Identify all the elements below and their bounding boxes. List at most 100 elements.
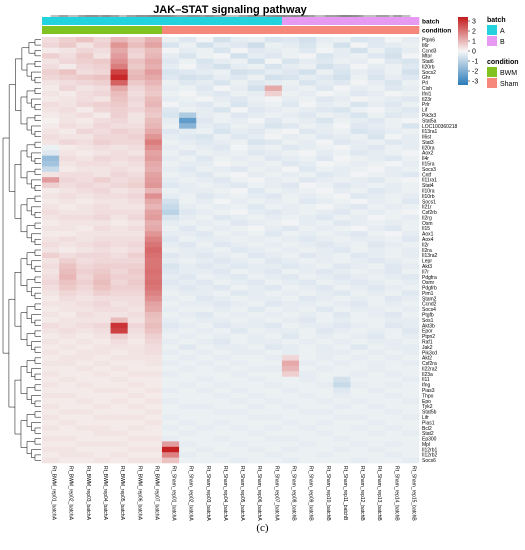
heatmap-cell — [110, 128, 128, 135]
heatmap-cell — [196, 198, 214, 205]
heatmap-cell — [384, 182, 403, 189]
heatmap-cell — [384, 177, 403, 183]
heatmap-cell — [42, 107, 60, 113]
heatmap-cell — [161, 74, 180, 81]
heatmap-cell — [333, 139, 351, 146]
heatmap-cell — [196, 387, 214, 394]
heatmap-cell — [367, 112, 386, 119]
heatmap-cell — [127, 376, 146, 383]
heatmap-cell — [264, 382, 283, 388]
heatmap-cell — [316, 241, 334, 248]
heatmap-cell — [213, 344, 231, 351]
heatmap-cell — [264, 285, 283, 291]
heatmap-cell — [350, 446, 368, 453]
heatmap-cell — [264, 392, 283, 399]
heatmap-cell — [161, 204, 180, 210]
heatmap-cell — [42, 376, 60, 383]
heatmap-cell — [350, 387, 368, 394]
heatmap-cell — [213, 349, 231, 356]
heatmap-cell — [213, 193, 231, 200]
heatmap-cell — [350, 258, 368, 264]
heatmap-cell — [42, 430, 60, 437]
heatmap-cell — [367, 306, 386, 313]
heatmap-cell — [179, 349, 197, 356]
row-label: Socs4 — [422, 307, 436, 313]
heatmap-cell — [333, 150, 351, 156]
heatmap-cell — [161, 193, 180, 200]
heatmap-cell — [144, 279, 163, 286]
heatmap-cell — [213, 107, 231, 113]
dendrogram-branch — [34, 39, 41, 46]
heatmap-cell — [384, 376, 403, 383]
heatmap-cell — [213, 171, 231, 178]
heatmap-cell — [42, 171, 60, 178]
heatmap-cell — [350, 144, 368, 151]
heatmap-cell — [230, 414, 248, 421]
heatmap-cell — [247, 58, 266, 65]
heatmap-cell — [110, 365, 128, 372]
heatmap-cell — [281, 457, 300, 464]
condition-annotation-cell — [144, 26, 163, 34]
heatmap-cell — [59, 42, 77, 49]
heatmap-cell — [384, 312, 403, 318]
heatmap-cell — [93, 301, 111, 307]
heatmap-cell — [299, 387, 317, 394]
heatmap-cell — [247, 198, 266, 205]
heatmap-cell — [367, 285, 386, 291]
heatmap-cell — [316, 161, 334, 167]
heatmap-cell — [384, 58, 403, 65]
heatmap-cell — [76, 328, 94, 334]
heatmap-cell — [196, 123, 214, 129]
heatmap-cell — [230, 333, 248, 340]
dendrogram-branch — [20, 420, 28, 448]
heatmap-cell — [264, 123, 283, 129]
heatmap-cell — [401, 290, 420, 297]
heatmap-cell — [281, 134, 300, 140]
batch-annotation-cell — [93, 17, 111, 25]
heatmap-cell — [333, 96, 351, 103]
heatmap-cell — [59, 182, 77, 189]
heatmap-cell — [384, 328, 403, 334]
heatmap-cell — [42, 263, 60, 270]
heatmap-cell — [76, 198, 94, 205]
heatmap-cell — [213, 387, 231, 394]
heatmap-cell — [230, 85, 248, 92]
heatmap-cell — [230, 144, 248, 151]
row-label: Pik3cd — [422, 350, 437, 356]
heatmap-cell — [350, 409, 368, 415]
heatmap-cell — [179, 198, 197, 205]
heatmap-cell — [127, 63, 146, 70]
heatmap-cell — [127, 231, 146, 237]
heatmap-cell — [333, 117, 351, 124]
heatmap-cell — [110, 90, 128, 97]
heatmap-cell — [213, 360, 231, 367]
heatmap-cell — [93, 231, 111, 237]
heatmap-cell — [264, 96, 283, 103]
heatmap-cell — [367, 376, 386, 383]
heatmap-cell — [144, 117, 163, 124]
heatmap-cell — [42, 204, 60, 210]
heatmap-cell — [59, 452, 77, 458]
heatmap-cell — [59, 360, 77, 367]
heatmap-cell — [299, 446, 317, 453]
heatmap-cell — [213, 204, 231, 210]
heatmap-cell — [281, 198, 300, 205]
heatmap-cell — [299, 139, 317, 146]
heatmap-cell — [110, 231, 128, 237]
batch-legend-label: A — [500, 28, 505, 35]
heatmap-cell — [93, 47, 111, 54]
heatmap-cell — [93, 360, 111, 367]
heatmap-cell — [384, 53, 403, 59]
heatmap-cell — [401, 285, 420, 291]
heatmap-cell — [299, 430, 317, 437]
heatmap-cell — [144, 360, 163, 367]
heatmap-cell — [299, 85, 317, 92]
heatmap-cell — [213, 117, 231, 124]
heatmap-cell — [230, 80, 248, 86]
heatmap-cell — [42, 290, 60, 297]
heatmap-cell — [196, 187, 214, 194]
heatmap-cell — [144, 166, 163, 173]
dendrogram-branch — [34, 319, 41, 326]
heatmap-cell — [161, 436, 180, 442]
colorbar-tick-label: -2 — [472, 69, 478, 76]
